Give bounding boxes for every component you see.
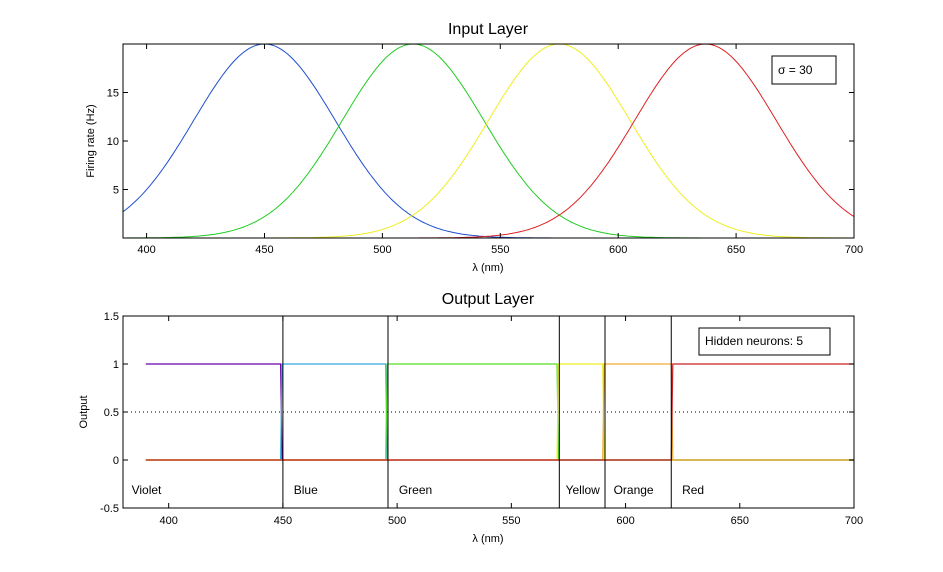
output-x-tick-label-2: 500: [388, 515, 406, 527]
hidden-neurons-legend-text: Hidden neurons: 5: [705, 334, 803, 348]
region-label-red: Red: [682, 483, 704, 497]
output-x-tick-label-0: 400: [160, 515, 178, 527]
output-x-tick-label-6: 700: [845, 515, 863, 527]
output-x-tick-label-1: 450: [274, 515, 292, 527]
input-y-tick-label-0: 5: [113, 185, 119, 197]
input-curve-2: [123, 43, 854, 239]
input-y-tick-label-2: 15: [107, 88, 119, 100]
sigma-legend-box: [771, 55, 837, 85]
output-region-labels: Violet Blue Green Yellow Orange Red: [132, 483, 705, 497]
input-layer-y-label: Firing rate (Hz): [85, 104, 97, 177]
output-y-tick-label-2: 0.5: [104, 407, 119, 419]
input-x-tick-label-5: 650: [727, 244, 745, 256]
output-curve-5: [145, 363, 854, 461]
input-x-tick-label-1: 450: [255, 244, 273, 256]
input-x-tick-label-4: 600: [609, 244, 627, 256]
region-label-blue: Blue: [294, 483, 318, 497]
input-layer-curves: [122, 43, 855, 239]
output-y-tick-label-4: 1.5: [104, 311, 119, 323]
input-x-tick-label-6: 700: [845, 244, 863, 256]
sigma-legend-text: σ = 30: [778, 63, 813, 77]
output-x-tick-label-4: 600: [616, 515, 634, 527]
input-layer-x-ticks: 400 450 500 550 600 650 700: [137, 44, 863, 256]
output-y-tick-label-1: 0: [113, 455, 119, 467]
output-layer-title: Output Layer: [442, 291, 535, 308]
output-boundary-lines: [282, 316, 672, 508]
input-layer-x-label: λ (nm): [472, 262, 503, 274]
output-layer-x-ticks: 400 450 500 550 600 650 700: [160, 316, 863, 527]
input-layer-plot: Input Layer 400 450 500 550 600 650 700 51015 …: [85, 21, 863, 274]
output-layer-y-label: Output: [78, 395, 90, 428]
output-x-tick-label-3: 550: [502, 515, 520, 527]
output-layer-x-label: λ (nm): [472, 533, 503, 545]
input-x-tick-label-3: 550: [491, 244, 509, 256]
output-y-tick-label-0: -0.5: [100, 503, 119, 515]
output-layer-curves: [145, 363, 854, 461]
hidden-neurons-legend-box: [698, 327, 831, 356]
input-curve-3: [123, 43, 855, 239]
region-label-orange: Orange: [614, 483, 654, 497]
input-layer-title: Input Layer: [448, 21, 529, 38]
input-x-tick-label-2: 500: [373, 244, 391, 256]
input-curve-0: [122, 43, 854, 239]
input-y-tick-label-1: 10: [107, 136, 119, 148]
input-curve-1: [123, 43, 854, 239]
input-layer-axes-box: [122, 43, 855, 239]
region-label-yellow: Yellow: [566, 483, 601, 497]
output-y-tick-label-3: 1: [113, 359, 119, 371]
region-label-violet: Violet: [132, 483, 162, 497]
output-layer-y-ticks: -0.5 0 0.5 1 1.5: [100, 311, 854, 515]
region-label-green: Green: [399, 483, 432, 497]
input-x-tick-label-0: 400: [137, 244, 155, 256]
output-layer-plot: Output Layer Violet Blue Green Yellow Orange…: [78, 291, 863, 545]
output-x-tick-label-5: 650: [731, 515, 749, 527]
input-layer-y-ticks: 5 10 15: [107, 88, 854, 197]
